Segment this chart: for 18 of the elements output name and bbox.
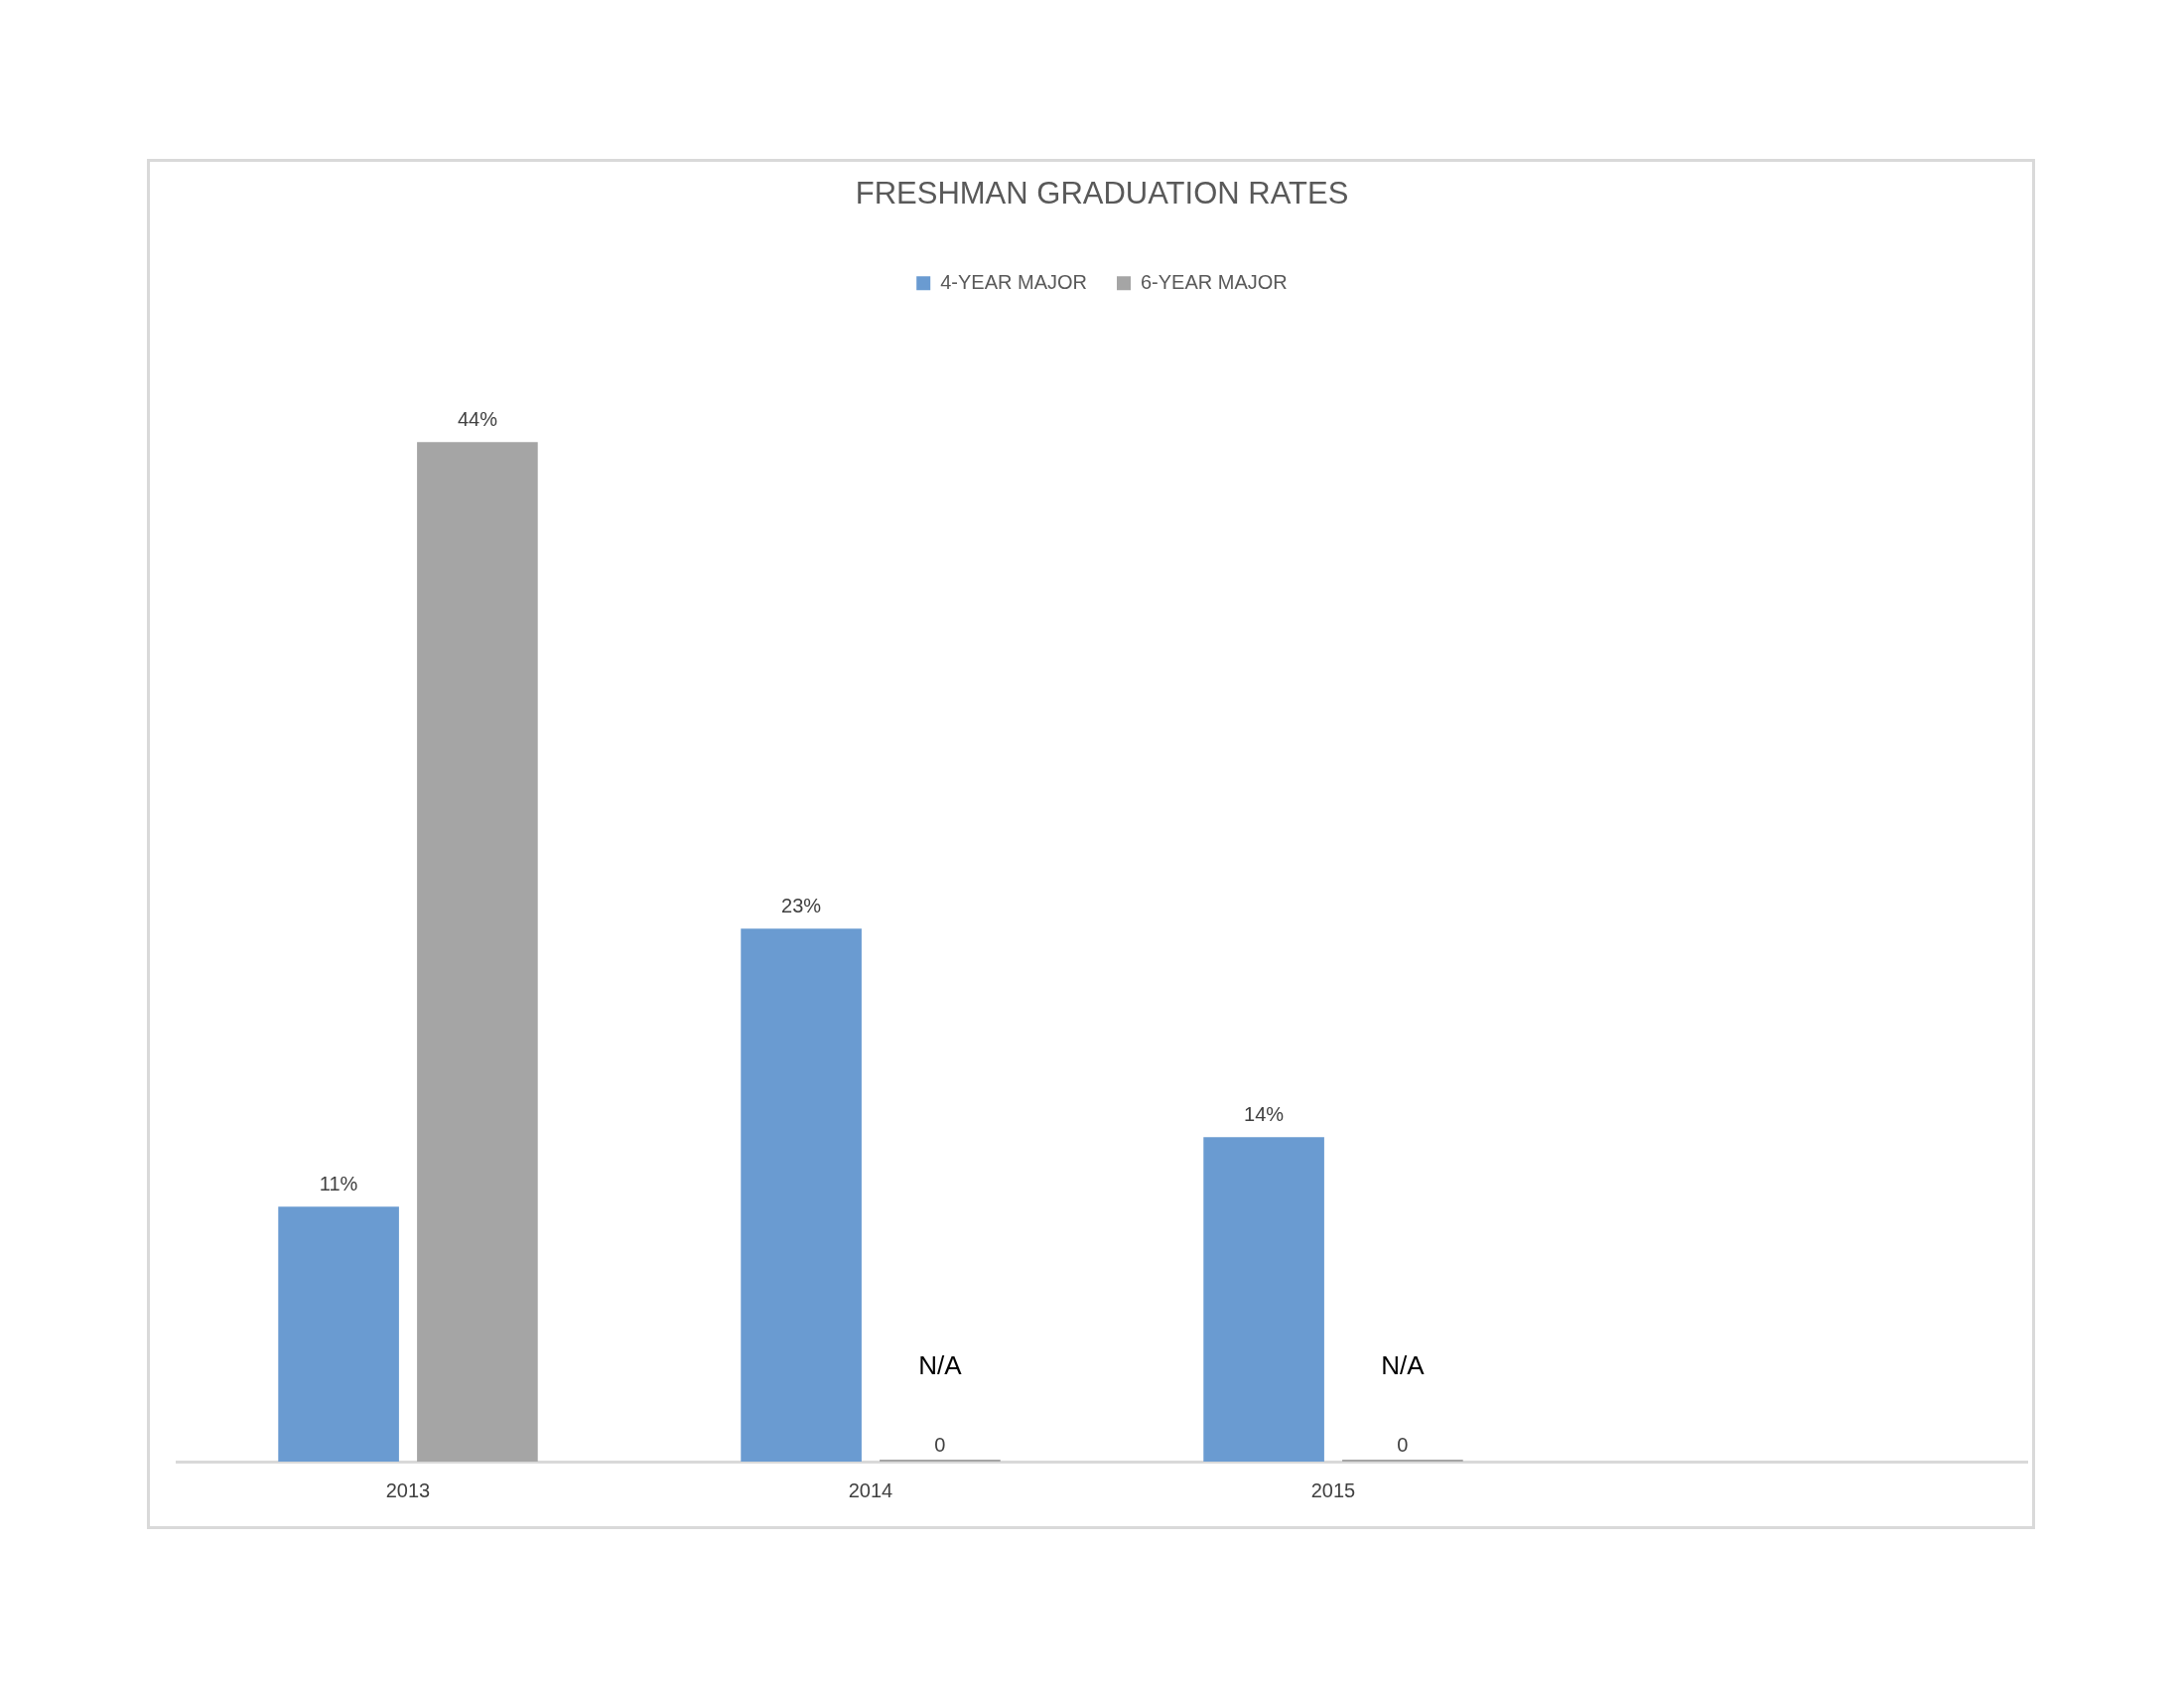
annotation: N/A [918, 1350, 963, 1381]
x-tick-label: 2014 [848, 1478, 893, 1501]
chart-title: FRESHMAN GRADUATION RATES [855, 176, 1349, 211]
data-label: 0 [1397, 1433, 1409, 1456]
legend-label: 6-YEAR MAJOR [1141, 270, 1288, 293]
legend-label: 4-YEAR MAJOR [940, 270, 1088, 293]
bar [278, 1206, 399, 1462]
bar [741, 928, 862, 1462]
data-label: 11% [319, 1172, 358, 1195]
annotation: N/A [1381, 1350, 1426, 1381]
bar [417, 442, 538, 1462]
data-label: 0 [934, 1433, 946, 1456]
x-tick-label: 2015 [1310, 1478, 1356, 1501]
bar [1203, 1137, 1324, 1462]
x-tick-label: 2013 [385, 1478, 431, 1501]
data-label: 23% [781, 894, 822, 916]
data-label: 44% [457, 407, 498, 430]
data-label: 14% [1244, 1102, 1285, 1125]
